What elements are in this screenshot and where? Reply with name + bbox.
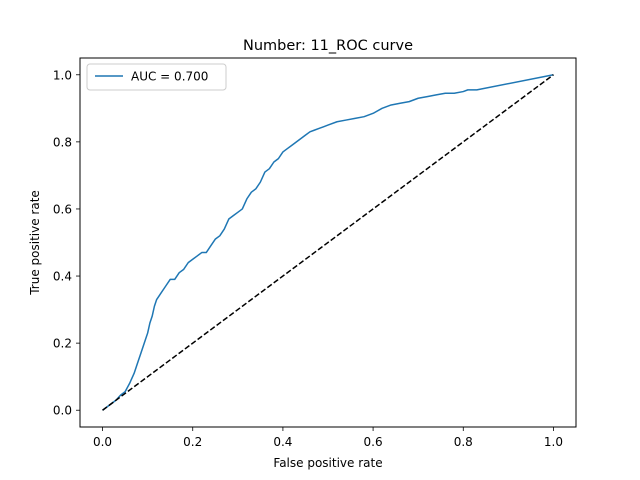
x-axis-label: False positive rate <box>273 456 382 470</box>
axes-frame <box>79 57 577 428</box>
x-tick-label: 0.8 <box>454 435 473 449</box>
x-tick-label: 0.4 <box>273 435 292 449</box>
roc-curve-line <box>102 74 554 411</box>
y-tick-label: 0.0 <box>53 404 72 418</box>
y-tick-label: 0.8 <box>53 135 72 149</box>
y-tick-label: 0.4 <box>53 270 72 284</box>
y-tick-label: 0.2 <box>53 337 72 351</box>
y-tick-label: 1.0 <box>53 68 72 82</box>
legend: AUC = 0.700 <box>86 63 227 91</box>
tick-group: 0.0 0.2 0.4 0.6 0.8 1.0 0.0 0.2 0.4 0.6 0.8 1.0 <box>53 68 563 449</box>
y-tick-label: 0.6 <box>53 202 72 216</box>
x-tick-label: 0.2 <box>183 435 202 449</box>
x-tick-label: 1.0 <box>544 435 563 449</box>
plot-area <box>102 74 554 411</box>
y-axis-label: True positive rate <box>28 190 42 296</box>
legend-label: AUC = 0.700 <box>131 70 208 84</box>
x-tick-label: 0.0 <box>93 435 112 449</box>
chance-diagonal-line <box>102 74 554 411</box>
x-tick-label: 0.6 <box>364 435 383 449</box>
chart-title: Number: 11_ROC curve <box>243 38 413 54</box>
legend-box <box>86 63 227 91</box>
